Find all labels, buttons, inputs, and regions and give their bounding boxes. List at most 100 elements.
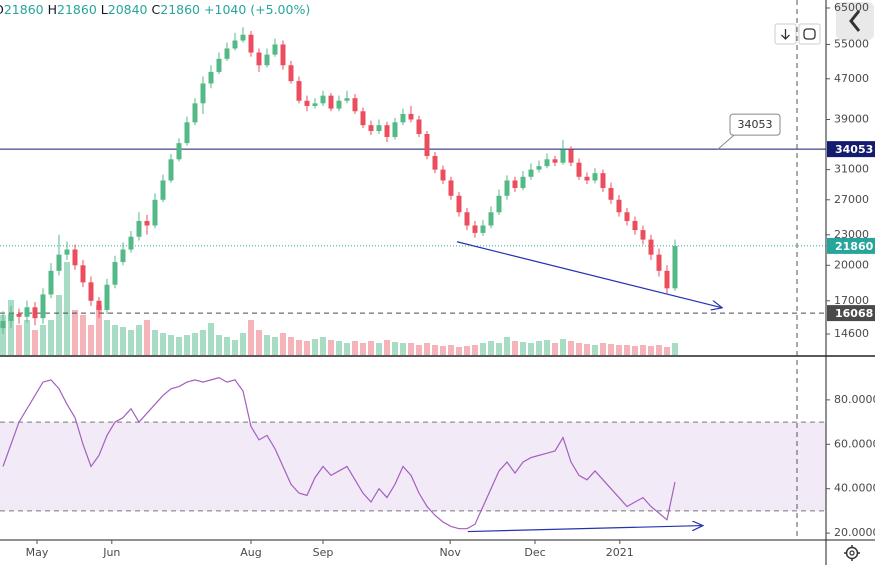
- candle-body: [344, 98, 350, 101]
- y-tick-label: 27000: [834, 193, 869, 206]
- volume-bar: [552, 343, 558, 355]
- candle-body: [184, 122, 190, 144]
- volume-bar: [208, 323, 214, 355]
- x-tick-label: 2021: [606, 546, 634, 559]
- candle-body: [496, 195, 502, 213]
- volume-bar: [232, 340, 238, 355]
- candle-body: [296, 81, 302, 101]
- candle-body: [200, 83, 206, 104]
- y-tick-label: 55000: [834, 37, 869, 50]
- volume-bar: [376, 343, 382, 355]
- candle-body: [648, 239, 654, 255]
- volume-bar: [256, 330, 262, 355]
- volume-bar: [40, 325, 46, 355]
- x-tick-label: May: [26, 546, 49, 559]
- x-tick-label: Sep: [313, 546, 334, 559]
- candle-body: [424, 133, 430, 156]
- y-tick-label: 20000: [834, 258, 869, 271]
- volume-bar: [432, 345, 438, 355]
- volume-bar: [248, 320, 254, 355]
- x-tick-label: Jun: [102, 546, 120, 559]
- candle-body: [0, 320, 6, 329]
- candle-body: [144, 221, 150, 226]
- candle-body: [328, 95, 334, 109]
- candle-body: [536, 166, 542, 170]
- volume-bar: [320, 337, 326, 355]
- volume-bar: [56, 295, 62, 355]
- callout-label: 34053: [738, 118, 773, 131]
- volume-bar: [336, 341, 342, 355]
- volume-bar: [648, 346, 654, 355]
- price-level-label: 21860: [835, 240, 874, 253]
- volume-bar: [536, 341, 542, 355]
- candle-body: [656, 254, 662, 271]
- candle-body: [616, 199, 622, 213]
- volume-bar: [480, 343, 486, 355]
- volume-bar: [168, 335, 174, 355]
- legend-key: O: [0, 2, 4, 17]
- legend-value: 21860: [57, 2, 97, 17]
- candle-body: [248, 34, 254, 53]
- candle-body: [624, 212, 630, 222]
- scroll-down-button[interactable]: [774, 23, 797, 45]
- volume-bar: [408, 343, 414, 355]
- rsi-line: [2, 377, 676, 530]
- volume-bar: [592, 345, 598, 355]
- volume-bar: [240, 333, 246, 355]
- volume-bar: [64, 262, 70, 355]
- volume-bar: [520, 342, 526, 355]
- reset-button[interactable]: [798, 23, 821, 45]
- volume-bar: [136, 325, 142, 355]
- candle-body: [552, 159, 558, 163]
- volume-bar: [0, 315, 6, 355]
- volume-bar: [448, 345, 454, 355]
- candle-body: [576, 162, 582, 177]
- candle-body: [224, 48, 230, 59]
- volume-bar: [304, 341, 310, 355]
- y-tick-label: 65000: [834, 1, 869, 14]
- candle-body: [488, 212, 494, 226]
- candle-body: [568, 149, 574, 163]
- volume-bar: [16, 325, 22, 355]
- candle-body: [168, 159, 174, 181]
- candle-body: [384, 125, 390, 137]
- candle-body: [512, 180, 518, 188]
- candle-body: [8, 314, 14, 321]
- volume-bar: [128, 330, 134, 355]
- collapse-button[interactable]: [836, 2, 874, 40]
- candle-body: [64, 249, 70, 255]
- candle-body: [432, 155, 438, 170]
- candle-body: [272, 44, 278, 55]
- candle-body: [256, 52, 262, 66]
- candle-body: [280, 44, 286, 66]
- candle-body: [456, 195, 462, 213]
- candle-body: [592, 173, 598, 181]
- candle-body: [176, 143, 182, 160]
- volume-bar: [416, 345, 422, 355]
- x-tick-label: Nov: [439, 546, 461, 559]
- y-tick-label: 31000: [834, 163, 869, 176]
- candle-body: [352, 98, 358, 112]
- x-tick-label: Dec: [524, 546, 545, 559]
- legend-value: 21860: [3, 2, 44, 17]
- candle-body: [192, 103, 198, 123]
- candle-body: [96, 300, 102, 310]
- volume-bar: [104, 320, 110, 355]
- candle-body: [128, 236, 134, 250]
- volume-bar: [96, 305, 102, 355]
- settings-button[interactable]: [844, 545, 860, 561]
- volume-bar: [192, 333, 198, 355]
- volume-bar: [640, 345, 646, 355]
- y-tick-label: 80.0000: [834, 393, 875, 406]
- volume-bar: [392, 342, 398, 355]
- candle-body: [608, 187, 614, 200]
- candle-body: [416, 119, 422, 134]
- volume-bar: [464, 346, 470, 355]
- volume-bar: [312, 339, 318, 355]
- candle-body: [480, 225, 486, 233]
- volume-bar: [224, 337, 230, 355]
- candle-body: [632, 221, 638, 231]
- volume-bar: [568, 341, 574, 355]
- price-level-label: 34053: [835, 143, 873, 156]
